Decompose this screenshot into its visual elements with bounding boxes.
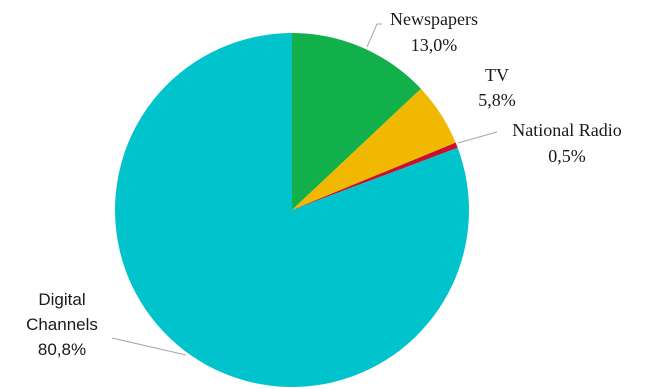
slice-value-national-radio: 0,5% <box>548 146 586 166</box>
leader-line-newspapers <box>366 23 382 48</box>
leader-line-national-radio <box>457 131 498 144</box>
pie-slice-national-radio <box>292 142 458 210</box>
slice-label-digital-line1: Digital <box>38 290 85 309</box>
slice-label-digital-line2: Channels <box>26 315 98 334</box>
leader-lines <box>111 23 498 356</box>
slice-label-newspapers: Newspapers <box>390 9 478 29</box>
pie-slice-digital-channels <box>114 33 469 387</box>
slice-value-digital-channels: 80,8% <box>38 340 86 359</box>
slice-label-tv: TV <box>485 65 509 85</box>
slice-value-tv: 5,8% <box>478 90 516 110</box>
pie-slice-newspapers <box>292 32 421 210</box>
pie-slices <box>114 32 469 387</box>
leader-line-digital-channels <box>111 337 187 356</box>
slice-value-newspapers: 13,0% <box>411 35 458 55</box>
pie-slice-tv <box>292 88 456 210</box>
slice-label-national-radio: National Radio <box>512 120 621 140</box>
